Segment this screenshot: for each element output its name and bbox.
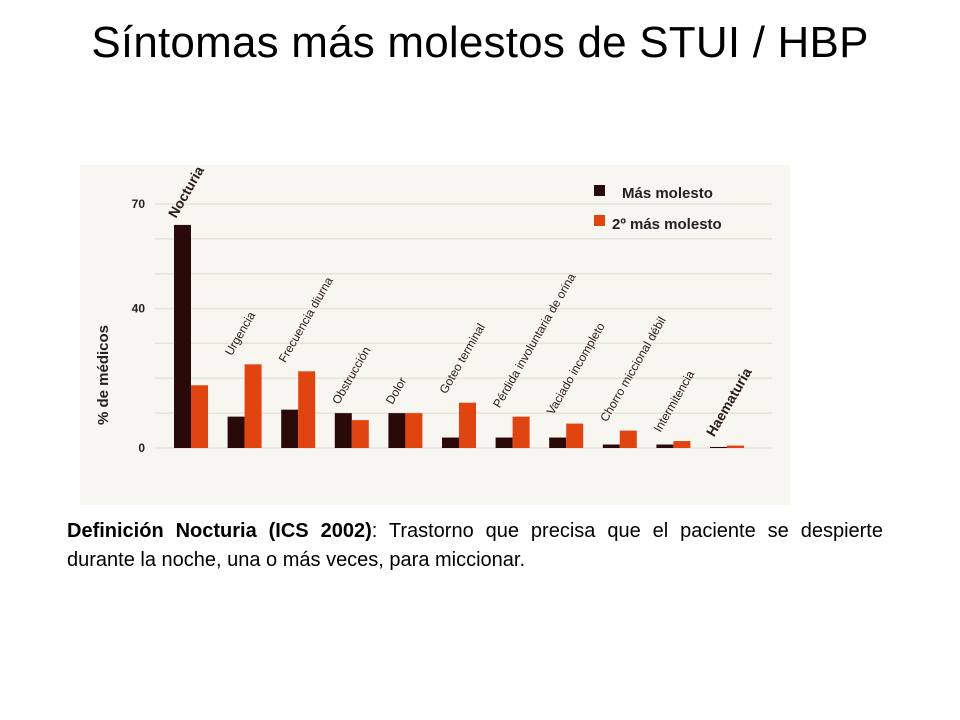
bar-mas-molesto <box>549 437 567 448</box>
bar-mas-molesto <box>388 413 406 448</box>
legend-label-most: Más molesto <box>622 185 713 202</box>
grid-lines <box>155 203 772 449</box>
bars <box>174 224 744 448</box>
bar-mas-molesto <box>281 409 299 448</box>
bar-segundo-mas-molesto <box>191 385 208 448</box>
legend-swatch-most <box>594 185 605 196</box>
bar-segundo-mas-molesto <box>459 402 476 448</box>
bar-segundo-mas-molesto <box>673 441 691 448</box>
bar-segundo-mas-molesto <box>405 413 423 448</box>
nocturia-definition: Definición Nocturia (ICS 2002): Trastorn… <box>67 517 883 575</box>
category-label: Urgencia <box>222 309 258 358</box>
category-label: Nocturia <box>165 163 207 220</box>
y-axis-ticks: 0 40 70 <box>132 197 146 455</box>
category-label: Vaciado incompleto <box>544 320 608 417</box>
slide-title: Síntomas más molestos de STUI / HBP <box>91 18 869 67</box>
bar-mas-molesto <box>710 446 727 448</box>
definition-text: : Trastorno que precisa que el paciente … <box>67 520 883 571</box>
legend: Más molesto 2º más molesto <box>594 185 722 233</box>
bar-mas-molesto <box>656 444 674 448</box>
legend-label-second: 2º más molesto <box>612 216 722 233</box>
category-label: Obstrucción <box>329 344 373 406</box>
category-label: Dolor <box>383 375 409 407</box>
y-tick-label: 70 <box>132 197 146 211</box>
bar-mas-molesto <box>442 437 459 448</box>
y-axis-label: % de médicos <box>95 325 112 425</box>
bar-segundo-mas-molesto <box>566 423 584 448</box>
bar-segundo-mas-molesto <box>619 430 637 448</box>
bar-segundo-mas-molesto <box>727 445 744 448</box>
bar-segundo-mas-molesto <box>512 416 530 448</box>
bar-segundo-mas-molesto <box>298 371 316 448</box>
bar-mas-molesto <box>602 444 620 448</box>
y-tick-label: 40 <box>132 302 146 316</box>
legend-swatch-second <box>594 215 605 226</box>
category-label: Haematuria <box>703 365 755 439</box>
definition-term: Definición Nocturia (ICS 2002) <box>67 520 372 542</box>
bar-segundo-mas-molesto <box>244 364 262 448</box>
bar-mas-molesto <box>174 224 191 448</box>
bar-segundo-mas-molesto <box>351 420 369 448</box>
category-label: Frecuencia diurna <box>276 274 336 364</box>
bar-mas-molesto <box>334 413 352 448</box>
category-label: Chorro miccional débil <box>597 314 668 424</box>
bar-mas-molesto <box>495 437 513 448</box>
bar-mas-molesto <box>227 416 245 448</box>
y-tick-label: 0 <box>138 441 145 455</box>
category-label: Goteo terminal <box>436 321 487 396</box>
